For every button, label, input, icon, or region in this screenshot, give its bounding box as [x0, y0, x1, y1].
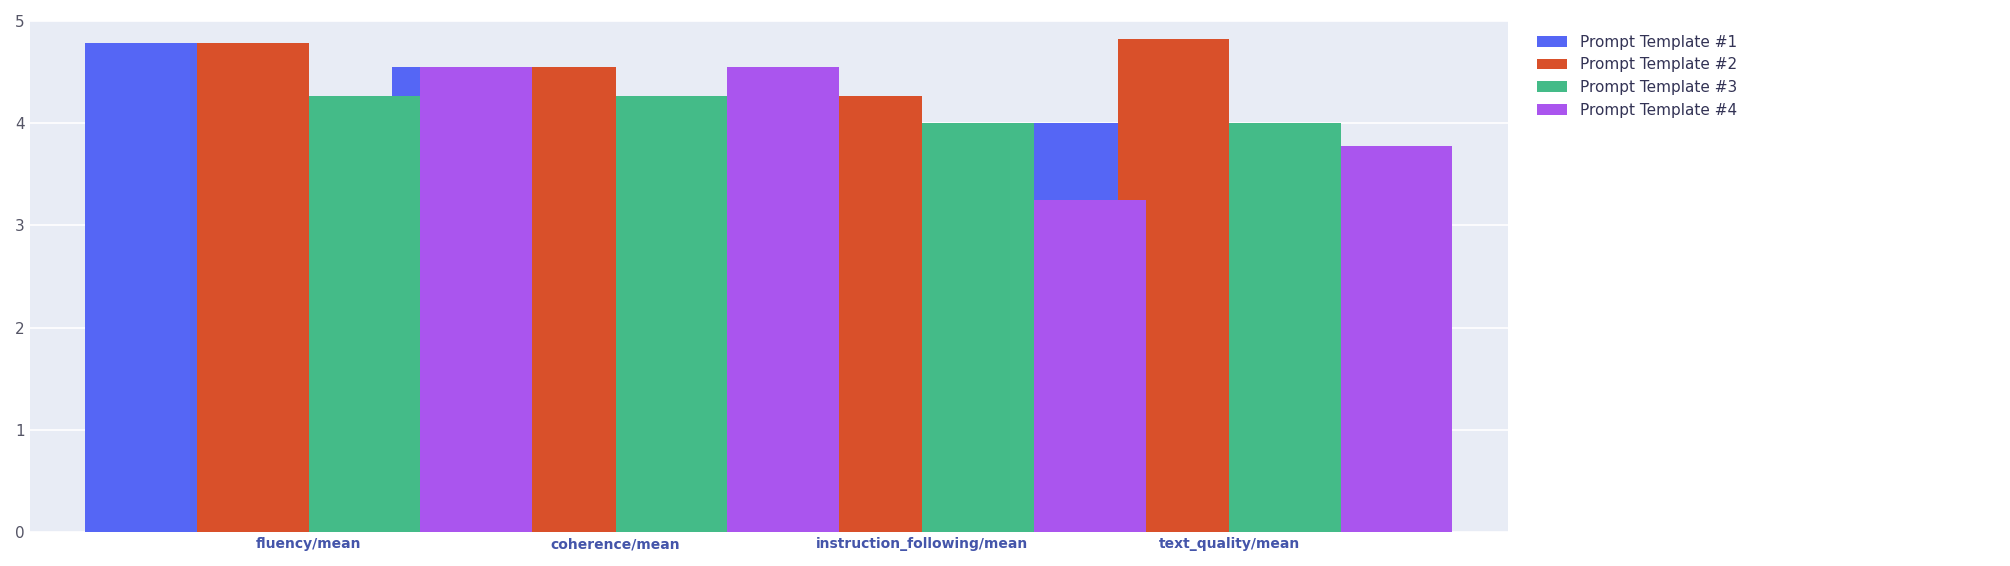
Bar: [197, 44, 310, 532]
Bar: [923, 123, 1033, 532]
Bar: [615, 96, 728, 532]
Bar: [84, 44, 197, 532]
Bar: [420, 67, 533, 532]
Bar: [1341, 145, 1453, 532]
Bar: [1033, 200, 1146, 532]
Bar: [310, 96, 420, 532]
Bar: [810, 96, 923, 532]
Legend: Prompt Template #1, Prompt Template #2, Prompt Template #3, Prompt Template #4: Prompt Template #1, Prompt Template #2, …: [1532, 29, 1743, 124]
Bar: [699, 145, 810, 532]
Bar: [505, 67, 615, 532]
Bar: [1007, 123, 1118, 532]
Bar: [392, 67, 505, 532]
Bar: [728, 67, 838, 532]
Bar: [1230, 123, 1341, 532]
Bar: [1118, 40, 1230, 532]
